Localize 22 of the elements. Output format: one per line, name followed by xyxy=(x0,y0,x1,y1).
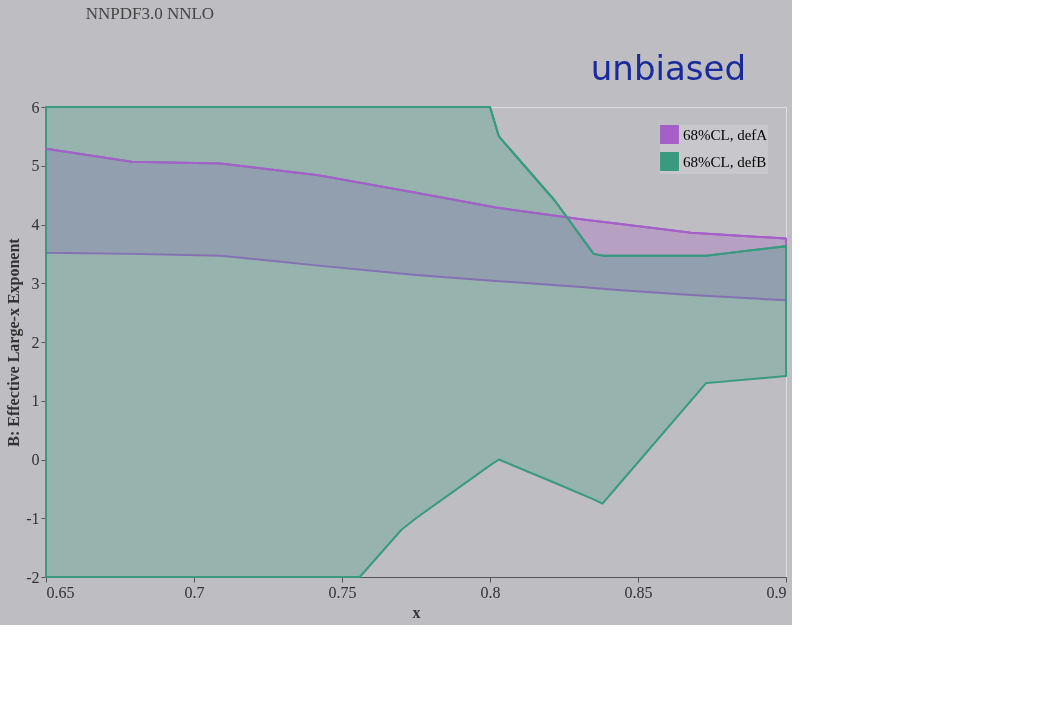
line-series xyxy=(45,147,787,240)
x-tick-label: 0.8 xyxy=(480,583,501,601)
y-tick-label: -1 xyxy=(26,509,40,527)
chart-title: NNPDF3.0 NNLO xyxy=(85,4,215,23)
x-axis-title: x xyxy=(412,603,421,621)
y-tick-label: 0 xyxy=(31,451,40,468)
legend-label: 68%CL, defB xyxy=(683,153,767,170)
y-tick-label: 1 xyxy=(31,392,40,410)
legend-label: 68%CL, defA xyxy=(683,126,768,143)
x-tick-label: 0.7 xyxy=(184,583,205,601)
y-tick-label: 3 xyxy=(31,274,40,292)
x-tick-label: 0.75 xyxy=(328,583,357,601)
text: unbiased xyxy=(590,48,746,88)
y-tick-label: 4 xyxy=(31,216,40,233)
y-tick-label: 2 xyxy=(31,333,40,351)
x-tick-label: 0.9 xyxy=(766,583,787,601)
y-tick-label: 5 xyxy=(31,157,40,175)
x-tick-label: 0.65 xyxy=(46,583,75,601)
y-axis-title: B: Effective Large-x Exponent xyxy=(5,237,24,447)
y-tick-label: -2 xyxy=(26,568,40,586)
y-tick-label: 6 xyxy=(31,98,40,116)
x-tick-label: 0.85 xyxy=(624,583,653,601)
